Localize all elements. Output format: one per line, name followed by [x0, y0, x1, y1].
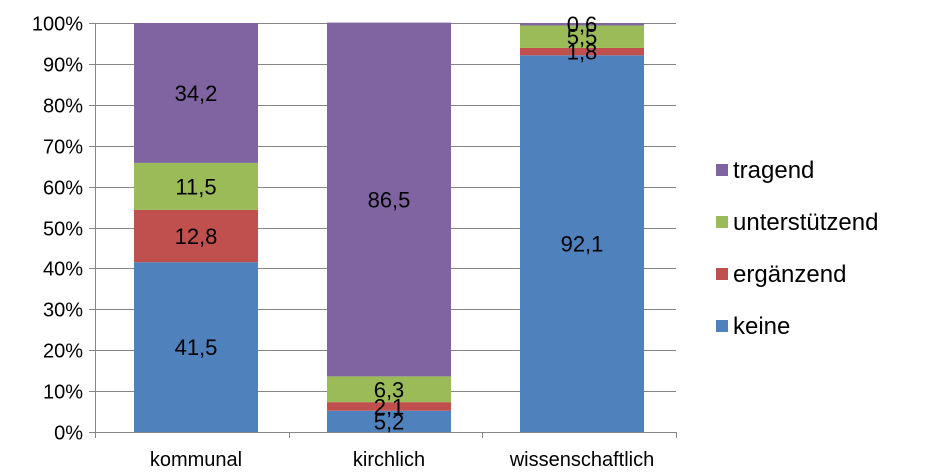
- legend-label-tragend: tragend: [733, 157, 814, 184]
- y-tick-label: 60%: [43, 178, 83, 200]
- data-label: 34,2: [175, 81, 218, 106]
- data-label: 1,8: [567, 40, 598, 65]
- legend-swatch-ergänzend: [716, 268, 728, 280]
- data-label: 41,5: [175, 335, 218, 360]
- bar-segment-tragend: [134, 23, 258, 163]
- bar-segment-unterstützend: [327, 376, 451, 403]
- legend-swatch-keine: [716, 320, 728, 332]
- data-label: 92,1: [561, 232, 604, 257]
- bar-segment-unterstützend: [520, 25, 644, 48]
- y-tick-label: 10%: [43, 382, 83, 404]
- bar-segment-keine: [520, 55, 644, 432]
- y-tick-label: 90%: [43, 55, 83, 77]
- bars: [134, 22, 644, 432]
- axes: 0% 10% 20% 30% 40% 50% 60% 70% 80% 90% 100% kommuna…: [32, 14, 677, 471]
- y-tick-label: 100%: [32, 14, 83, 36]
- bar-segment-ergänzend: [134, 209, 258, 263]
- bar-segment-ergänzend: [327, 402, 451, 411]
- bar-segment-tragend: [327, 22, 451, 377]
- legend-swatch-tragend: [716, 164, 728, 176]
- y-tick-label: 30%: [43, 300, 83, 322]
- y-tick-label: 40%: [43, 259, 83, 281]
- data-label: 6,3: [374, 377, 405, 402]
- data-labels: 41,5 12,8 11,5 34,2 5,22,16,3 86,5 92,1 1,85,50…: [175, 12, 604, 434]
- x-category-label: kirchlich: [353, 449, 425, 471]
- legend-label-keine: keine: [733, 313, 790, 340]
- y-tick-label: 20%: [43, 341, 83, 363]
- data-label: 12,8: [175, 224, 218, 249]
- x-category-label: wissenschaftlich: [509, 449, 655, 471]
- y-tick-label: 0%: [54, 423, 83, 445]
- legend-label-ergänzend: ergänzend: [733, 261, 846, 288]
- legend: tragend unterstützend ergänzend keine: [716, 157, 878, 340]
- y-tick-label: 50%: [43, 219, 83, 241]
- bar-segment-unterstützend: [134, 162, 258, 210]
- legend-label-unterstützend: unterstützend: [733, 209, 878, 236]
- data-label: 5,2: [374, 409, 405, 434]
- bar-segment-keine: [134, 262, 258, 432]
- x-category-label: kommunal: [150, 449, 242, 471]
- data-label: 0,6: [567, 12, 598, 37]
- data-label: 5,5: [567, 25, 598, 50]
- y-tick-label: 80%: [43, 96, 83, 118]
- data-label: 11,5: [175, 174, 216, 199]
- y-tick-label: 70%: [43, 137, 83, 159]
- bar-segment-tragend: [520, 23, 644, 26]
- bar-segment-keine: [327, 410, 451, 432]
- data-label: 2,1: [374, 394, 405, 419]
- data-label: 86,5: [368, 187, 411, 212]
- bar-segment-ergänzend: [520, 47, 644, 56]
- legend-swatch-unterstützend: [716, 216, 728, 228]
